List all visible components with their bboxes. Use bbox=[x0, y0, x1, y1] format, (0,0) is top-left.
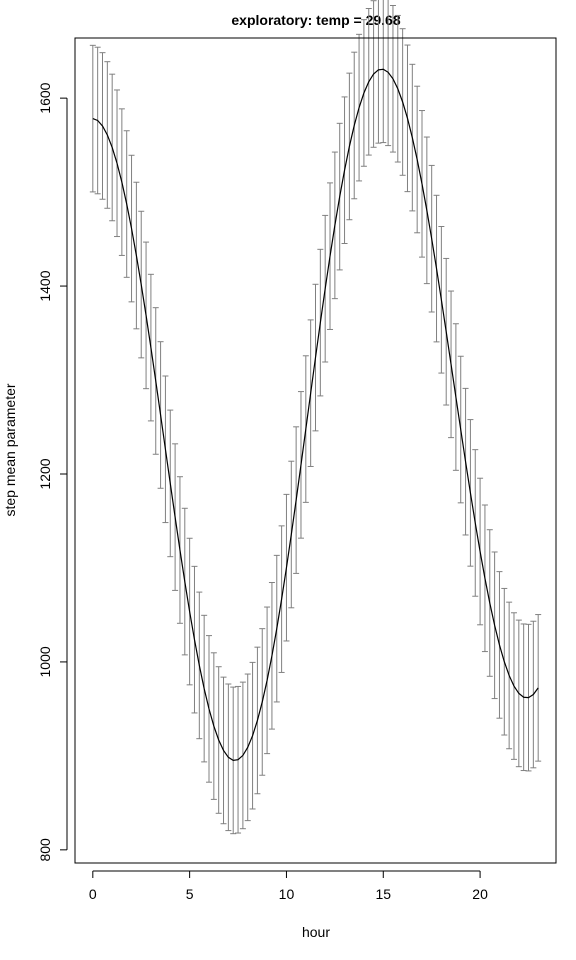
x-tick-label: 15 bbox=[375, 886, 391, 902]
x-tick-label: 0 bbox=[89, 886, 97, 902]
chart-title: exploratory: temp = 29.68 bbox=[231, 12, 400, 28]
x-tick-label: 5 bbox=[186, 886, 194, 902]
y-axis-label: step mean parameter bbox=[2, 383, 18, 516]
y-tick-label: 1200 bbox=[37, 458, 53, 489]
y-tick-label: 1400 bbox=[37, 270, 53, 301]
y-axis: 800 1000 1200 1400 1600 bbox=[37, 82, 68, 862]
x-axis-label: hour bbox=[302, 924, 330, 940]
plot-frame bbox=[74, 37, 557, 864]
mean-line bbox=[92, 68, 539, 762]
x-axis: 0 5 10 15 20 bbox=[89, 870, 488, 902]
error-bars bbox=[89, 0, 542, 835]
y-tick-label: 1000 bbox=[37, 646, 53, 677]
x-tick-label: 20 bbox=[472, 886, 488, 902]
y-tick-label: 1600 bbox=[37, 82, 53, 113]
y-tick-label: 800 bbox=[37, 838, 53, 862]
x-tick-label: 10 bbox=[279, 886, 295, 902]
